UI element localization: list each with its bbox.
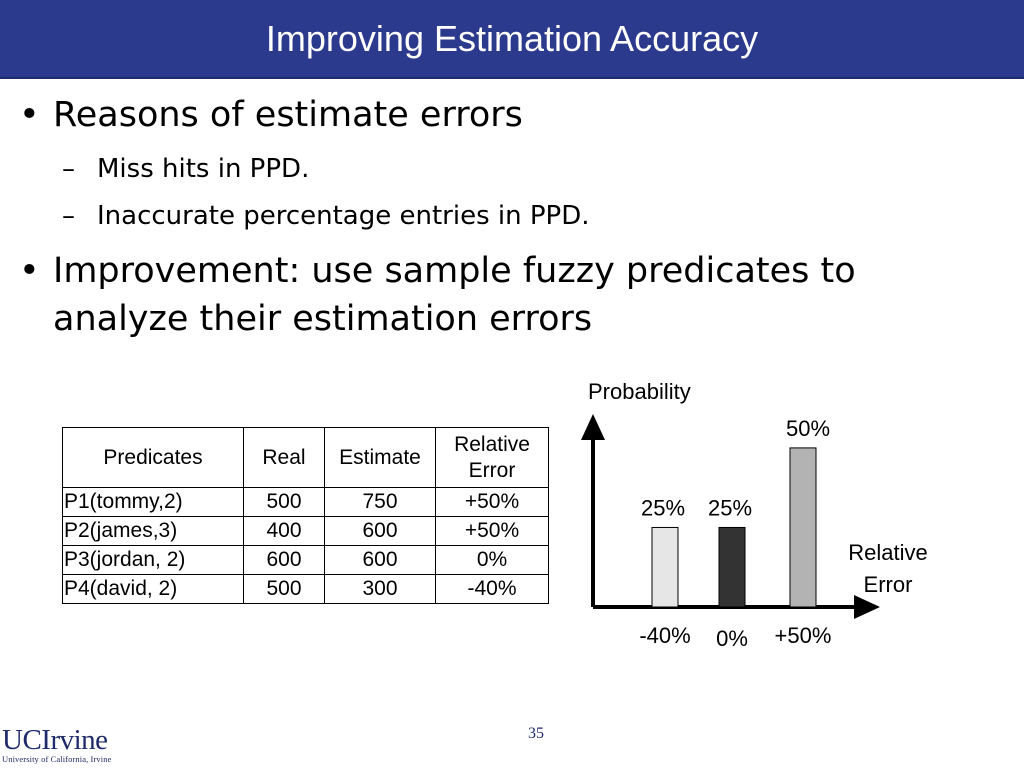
value-label-1: 25% [641,495,685,520]
predicates-table: Predicates Real Estimate Relative Error … [62,427,549,604]
category-label-3: +50% [775,623,832,648]
header-relative-error: Relative Error [435,427,549,488]
x-axis-arrow [854,595,880,619]
header-predicates: Predicates [62,427,244,488]
bullet-2-line-1: Improvement: use sample fuzzy predicates… [53,251,856,291]
cell-relative-error: -40% [435,574,549,604]
bullet-2-line-2: analyze their estimation errors [53,299,593,339]
cell-predicate: P3(jordan, 2) [62,545,244,575]
bullet-2: • Improvement: use sample fuzzy predicat… [19,248,856,294]
header-relative: Relative [454,432,530,456]
cell-real: 400 [243,516,325,546]
cell-predicate: P4(david, 2) [62,574,244,604]
sub-bullet-2-text: Inaccurate percentage entries in PPD. [97,201,590,231]
bullet-2-cont: analyze their estimation errors [53,296,592,342]
sub-bullet-1: – Miss hits in PPD. [62,152,310,186]
logo-subtitle: University of California, Irvine [2,754,112,764]
dash-glyph: – [62,154,75,184]
cell-relative-error: +50% [435,516,549,546]
value-label-2: 25% [708,495,752,520]
sub-bullet-1-text: Miss hits in PPD. [97,154,310,184]
title-bar: Improving Estimation Accuracy [0,0,1024,79]
table-row: P4(david, 2) 500 300 -40% [62,574,549,604]
cell-estimate: 600 [324,516,436,546]
bullet-dot: • [19,95,40,135]
dash-glyph: – [62,201,75,231]
category-label-2: 0% [716,626,748,651]
cell-estimate: 600 [324,545,436,575]
logo-wordmark: UCIrvine [2,724,108,756]
cell-relative-error: 0% [435,545,549,575]
bar-3 [789,447,817,608]
x-axis-label-line-1: Relative [848,540,927,565]
cell-real: 500 [243,574,325,604]
error-distribution-chart: Probability Relative Error 25% -40% 25% 0% 5… [581,379,928,651]
bullet-dot: • [19,251,40,291]
page-number: 35 [528,725,544,742]
y-axis-label: Probability [588,379,691,404]
cell-real: 500 [243,487,325,517]
table-row: P2(james,3) 400 600 +50% [62,516,549,546]
value-label-3: 50% [786,416,830,441]
bar-2 [718,526,746,608]
bullet-1: • Reasons of estimate errors [19,92,523,138]
x-axis-label-line-2: Error [864,572,913,597]
sub-bullet-2: – Inaccurate percentage entries in PPD. [62,199,590,233]
slide-title: Improving Estimation Accuracy [265,18,759,59]
cell-relative-error: +50% [435,487,549,517]
table-header-row: Predicates Real Estimate Relative Error [62,427,549,488]
ucirvine-logo: UCIrvine University of California, Irvin… [2,725,111,764]
header-real: Real [243,427,325,488]
bullet-1-text: Reasons of estimate errors [53,95,523,135]
cell-predicate: P1(tommy,2) [62,487,244,517]
table-row: P3(jordan, 2) 600 600 0% [62,545,549,575]
cell-estimate: 300 [324,574,436,604]
cell-predicate: P2(james,3) [62,516,244,546]
cell-estimate: 750 [324,487,436,517]
header-estimate: Estimate [324,427,436,488]
cell-real: 600 [243,545,325,575]
bar-1 [651,526,679,608]
table-row: P1(tommy,2) 500 750 +50% [62,487,549,517]
bars-group: 25% -40% 25% 0% 50% +50% [639,416,831,651]
header-error: Error [468,458,516,482]
category-label-1: -40% [639,623,690,648]
y-axis-arrow [581,414,605,440]
